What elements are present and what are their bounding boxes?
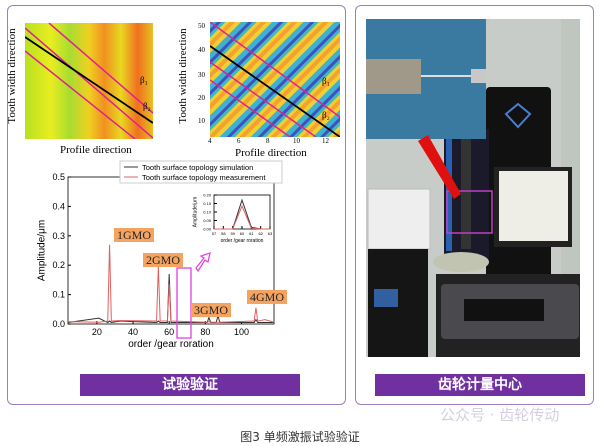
keyboard	[464, 299, 544, 321]
x-tick-label: 61	[249, 231, 254, 236]
logo-icon	[504, 102, 532, 129]
legend-entry: Tooth surface topology simulation	[142, 163, 253, 172]
y-tick-label: 0.10	[203, 209, 212, 214]
series-line-1	[214, 204, 270, 230]
tick: 8	[266, 137, 270, 145]
topology-map-measured: β₁ β₂	[25, 23, 153, 139]
beta-label: β₁	[140, 75, 148, 85]
watermark: 公众号 · 齿轮传动	[440, 406, 560, 424]
legend-box	[119, 160, 283, 184]
beta-label: β₂	[143, 101, 151, 111]
highlight-box	[176, 267, 192, 339]
y-tick-label: 0.5	[52, 172, 65, 182]
map1-ylabel: Tooth width direction	[6, 28, 18, 124]
x-tick-label: 20	[92, 327, 102, 337]
beta-label: β₂	[322, 110, 330, 120]
red-arrow-icon	[418, 135, 461, 199]
tick: 10	[293, 137, 300, 145]
amplitude-spectrum-chart: 0.0 0.1 0.2 0.3 0.4 0.5 20 40 60 80 100 order /gear…	[37, 160, 283, 350]
y-tick-label: 0.0	[52, 319, 65, 329]
x-tick-label: 62	[258, 231, 263, 236]
annotation-4gmo: 4GMO	[247, 290, 288, 304]
gear-measuring-center-photo	[366, 19, 580, 357]
x-tick-label: 100	[234, 327, 249, 337]
tick: 6	[237, 137, 241, 145]
left-footer-bar: 试验验证	[80, 374, 300, 396]
tick: 12	[322, 137, 329, 145]
beta-label: β₁	[322, 76, 330, 86]
legend-entry: Tooth surface topology measurement	[142, 173, 266, 182]
y-tick-label: 0.05	[203, 218, 212, 223]
x-tick-label: 80	[200, 327, 210, 337]
annotation-3gmo: 3GMO	[191, 303, 232, 317]
map2-ylabel: Tooth width direction	[177, 28, 189, 124]
y-tick-label: 0.00	[203, 226, 212, 231]
x-axis-label: order /gear roration	[221, 238, 264, 244]
plot-frame	[67, 176, 275, 325]
tick: 30	[198, 71, 205, 79]
y-axis-label: Amplitude/μm	[37, 220, 48, 281]
tick: 40	[198, 46, 205, 54]
y-tick-label: 0.3	[52, 231, 65, 241]
series-line-1	[67, 244, 275, 323]
x-tick-label: 63	[268, 231, 273, 236]
right-footer-bar: 齿轮计量中心	[375, 374, 585, 396]
x-tick-label: 60	[240, 231, 245, 236]
series-line-0	[67, 274, 274, 324]
y-tick-label: 0.1	[52, 290, 65, 300]
monitor-screen	[499, 171, 568, 241]
x-tick-label: 59	[230, 231, 235, 236]
map2-xlabel: Profile direction	[235, 147, 307, 159]
y-tick-label: 0.4	[52, 201, 65, 211]
y-tick-label: 0.2	[52, 260, 65, 270]
annotation-2gmo: 2GMO	[143, 253, 184, 267]
x-tick-label: 40	[128, 327, 138, 337]
figure-caption: 图3 单频激振试验验证	[240, 430, 360, 444]
y-tick-label: 0.20	[203, 192, 212, 197]
x-tick-label: 58	[221, 231, 226, 236]
printer	[367, 188, 431, 250]
tick: 50	[198, 22, 205, 30]
y-tick-label: 0.15	[203, 201, 212, 206]
y-axis-label: Amplitude/μm	[192, 197, 198, 228]
tick: 4	[208, 137, 212, 145]
zoom-arrow-icon	[195, 252, 211, 273]
annotation-1gmo: 1GMO	[114, 228, 155, 242]
series-line-0	[214, 198, 270, 230]
tick: 10	[198, 117, 205, 125]
topology-map-simulated: β₁ β₂	[210, 22, 340, 137]
x-axis-label: order /gear roration	[128, 339, 214, 350]
x-tick-label: 60	[164, 327, 174, 337]
tick: 20	[198, 94, 205, 102]
map1-xlabel: Profile direction	[60, 144, 132, 156]
x-tick-label: 57	[212, 231, 217, 236]
